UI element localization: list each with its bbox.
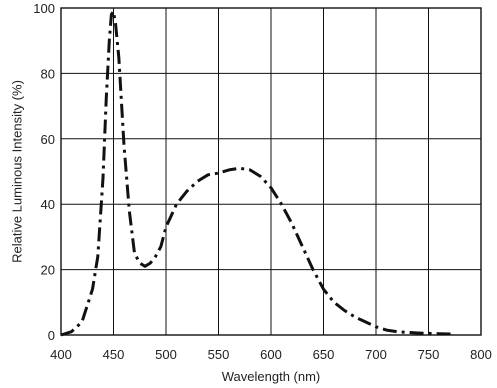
y-tick-label: 20 [41, 263, 55, 278]
y-tick-label: 40 [41, 197, 55, 212]
x-tick-label: 700 [365, 347, 387, 362]
x-tick-label: 600 [260, 347, 282, 362]
x-tick-label: 500 [155, 347, 177, 362]
grid [60, 7, 482, 336]
y-tick-label: 60 [41, 132, 55, 147]
plot-frame [60, 7, 482, 336]
x-tick-label: 750 [418, 347, 440, 362]
y-tick-label: 0 [48, 328, 55, 343]
x-tick-labels: 400 450 500 550 600 650 700 750 800 [50, 347, 492, 362]
x-tick-label: 450 [103, 347, 125, 362]
y-tick-label: 100 [33, 1, 55, 16]
series-line [60, 9, 455, 337]
x-tick-label: 550 [208, 347, 230, 362]
y-tick-label: 80 [41, 66, 55, 81]
x-tick-label: 650 [313, 347, 335, 362]
x-tick-label: 400 [50, 347, 72, 362]
y-tick-labels: 0 20 40 60 80 100 [33, 1, 55, 343]
x-axis-title: Wavelength (nm) [222, 369, 321, 384]
y-axis-title: Relative Luminous Intensity (%) [9, 80, 24, 263]
x-tick-label: 800 [470, 347, 492, 362]
